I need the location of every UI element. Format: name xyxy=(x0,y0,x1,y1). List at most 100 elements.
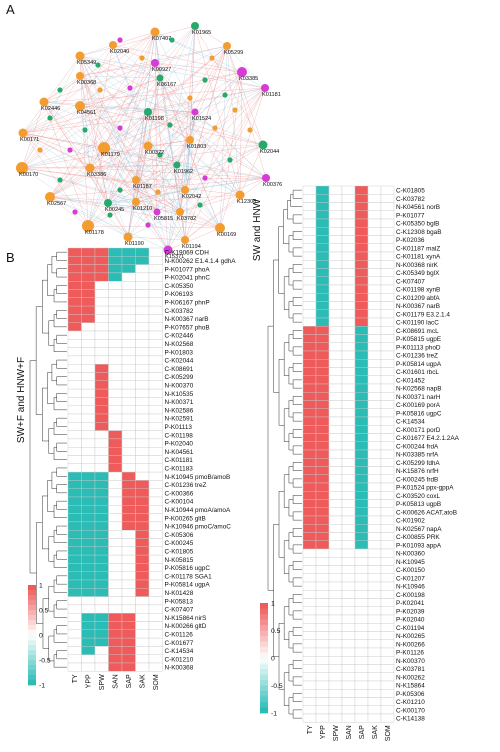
network-edge xyxy=(49,196,158,213)
heatmap-row-label: C-K01677 E4.2.1.2AA xyxy=(396,435,460,442)
heatmap-cell xyxy=(67,447,82,456)
heatmap-cell xyxy=(315,598,330,607)
heatmap-row-label: N-K02568 napB xyxy=(396,386,441,393)
heatmap-row-label: P-K02036 xyxy=(396,237,425,244)
heatmap-cell xyxy=(108,463,123,473)
network-edge xyxy=(147,144,264,147)
heatmap-cell xyxy=(81,413,96,423)
heatmap-cell xyxy=(341,293,356,302)
heatmap-cell xyxy=(315,548,330,558)
heatmap-row-label: C-K08691 xyxy=(165,366,194,373)
network-edge xyxy=(79,55,266,89)
heatmap-row-label: C-K12308 bgaB xyxy=(396,229,441,236)
heatmap-cell xyxy=(367,326,382,335)
heatmap-cell xyxy=(94,322,109,332)
network-node-label: K04561 xyxy=(77,110,96,116)
network-edge xyxy=(112,44,156,64)
heatmap-cell xyxy=(121,355,136,365)
heatmap-cell xyxy=(354,392,369,401)
heatmap-cell xyxy=(367,408,382,418)
network-edge xyxy=(127,139,191,238)
network-edge xyxy=(154,62,243,73)
heatmap-cell xyxy=(380,317,395,327)
heatmap-cell xyxy=(148,330,163,340)
heatmap-cell xyxy=(302,301,317,310)
heatmap-cell xyxy=(354,350,369,360)
heatmap-cell xyxy=(354,342,369,352)
heatmap-cell xyxy=(380,507,395,517)
heatmap-row-label: C-K01181 xynA xyxy=(396,254,441,261)
heatmap-cell xyxy=(380,524,395,533)
heatmap-cell xyxy=(148,613,163,622)
heatmap-cell xyxy=(328,548,343,558)
heatmap-cell xyxy=(354,639,369,649)
network-node xyxy=(222,92,228,98)
network-edge xyxy=(22,132,181,213)
network-edge xyxy=(79,55,105,149)
heatmap-cell xyxy=(121,413,136,423)
network-edge xyxy=(79,55,158,213)
heatmap-cell xyxy=(315,623,330,632)
heatmap-cell xyxy=(108,613,123,622)
heatmap-cell xyxy=(367,449,382,459)
heatmap-cell xyxy=(94,571,109,581)
heatmap-cell xyxy=(302,243,317,253)
heatmap-cell xyxy=(67,322,82,332)
heatmap-cell xyxy=(302,458,317,467)
network-node xyxy=(132,198,140,206)
heatmap-cell xyxy=(341,631,356,640)
heatmap-cell xyxy=(81,314,96,323)
heatmap-cell xyxy=(94,355,109,365)
heatmap-cell xyxy=(67,637,82,647)
heatmap-cell xyxy=(315,416,330,426)
heatmap-cell xyxy=(121,455,136,465)
heatmap-cell xyxy=(94,289,109,299)
heatmap-cell xyxy=(108,662,123,672)
heatmap-cell xyxy=(94,629,109,639)
heatmap-row-label: P-K01524 ppx-gppA xyxy=(396,485,454,492)
heatmap-cell xyxy=(380,309,395,319)
heatmap-cell xyxy=(315,194,330,203)
heatmap-cell xyxy=(148,281,163,290)
heatmap-cell xyxy=(108,505,123,514)
heatmap-cell xyxy=(354,524,369,533)
heatmap-cell xyxy=(380,482,395,492)
heatmap-cell xyxy=(328,590,343,599)
heatmap-cell xyxy=(81,588,96,597)
network-node-label: K03385 xyxy=(239,76,258,82)
heatmap-cell xyxy=(380,639,395,649)
network-edge xyxy=(103,45,228,149)
heatmap-row-label: C-K00170 xyxy=(396,707,425,714)
network-node xyxy=(181,186,189,194)
heatmap-cell xyxy=(94,654,109,664)
row-dendrogram xyxy=(267,189,302,719)
heatmap-cell xyxy=(67,613,82,622)
network-edge xyxy=(135,71,243,181)
heatmap-cell xyxy=(315,482,330,492)
heatmap-cell xyxy=(94,646,109,655)
heatmap-cell xyxy=(367,532,382,541)
network-edge xyxy=(179,139,191,213)
heatmap-cell xyxy=(354,441,369,451)
heatmap-cell xyxy=(367,185,382,195)
heatmap-cell xyxy=(315,243,330,253)
heatmap-cell xyxy=(108,571,123,581)
heatmap-cell xyxy=(67,430,82,440)
network-node xyxy=(153,208,161,216)
network-edge xyxy=(103,62,156,149)
heatmap-row-label: C-K01236 treZ xyxy=(165,482,207,489)
heatmap-cell xyxy=(94,430,109,440)
heatmap-cell xyxy=(380,689,395,698)
legend-swatch xyxy=(260,619,268,626)
legend-swatch xyxy=(260,630,268,637)
heatmap-cell xyxy=(367,664,382,673)
heatmap-cell xyxy=(148,256,163,265)
legend-swatch xyxy=(260,685,268,692)
heatmap-cell xyxy=(380,697,395,706)
heatmap-cell xyxy=(94,314,109,323)
heatmap-cell xyxy=(302,639,317,649)
network-edge xyxy=(226,45,267,179)
heatmap-cell xyxy=(380,334,395,343)
heatmap-cell xyxy=(148,339,163,348)
heatmap-cell xyxy=(328,350,343,360)
